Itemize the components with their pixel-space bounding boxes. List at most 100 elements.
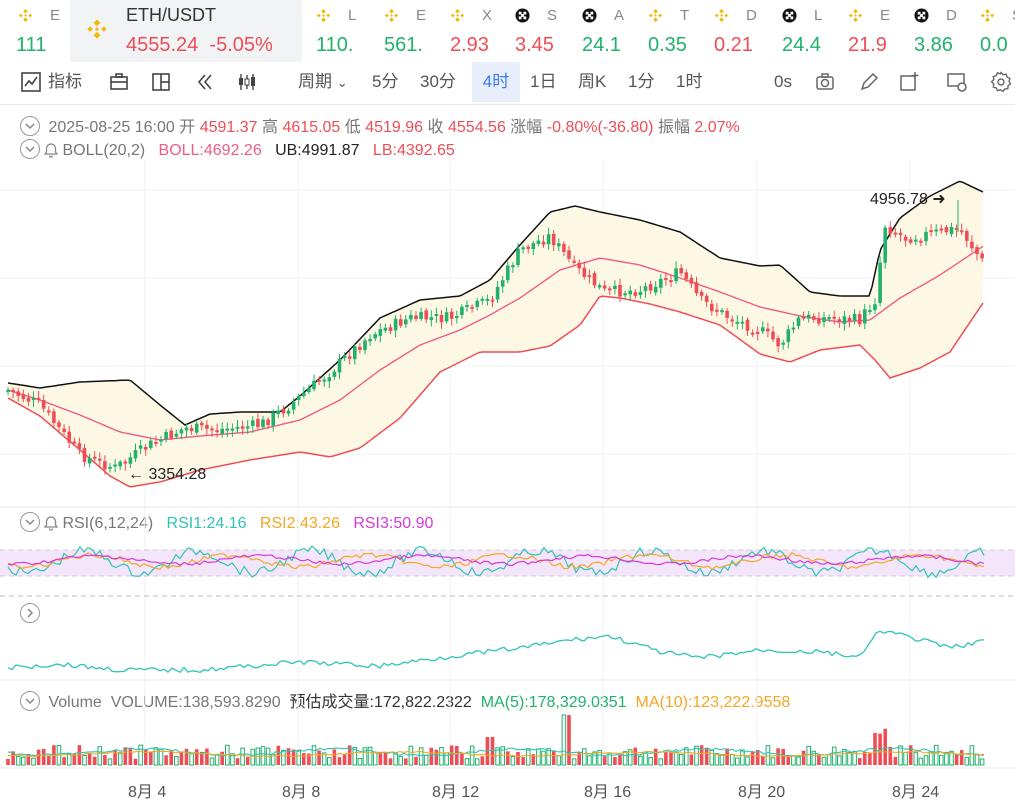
candle-up [455, 316, 459, 319]
coin-icon [980, 8, 995, 23]
collapse-chevron-icon[interactable] [20, 139, 40, 159]
candle-up [429, 317, 434, 321]
briefcase-icon[interactable] [108, 71, 130, 93]
candle-up [597, 285, 602, 288]
volume-bar-up [831, 746, 837, 766]
draw-pen-icon[interactable] [858, 71, 880, 93]
volume-bar-up [367, 746, 373, 766]
boll-ub-value: UB:4991.87 [275, 142, 360, 159]
candle-down [347, 356, 352, 359]
volume-bar-up [158, 748, 164, 766]
low-value: 4519.96 [365, 119, 424, 136]
volume-bar-down [429, 747, 434, 765]
candle-type-icon[interactable] [236, 71, 258, 93]
volume-bar-up [214, 754, 220, 766]
volume-bar-up [944, 751, 949, 766]
replay-icon[interactable] [194, 71, 216, 93]
camera-icon[interactable] [814, 71, 836, 93]
settings-gear-icon[interactable] [990, 71, 1012, 93]
boll-legend: BOLL(20,2) BOLL:4692.26 UB:4991.87 LB:43… [20, 139, 455, 160]
candle-up [781, 342, 785, 345]
coin-icon [18, 8, 33, 23]
candle-up [353, 346, 357, 360]
candle-up [674, 268, 678, 282]
candle-down [715, 309, 719, 312]
volume-bar-up [969, 745, 975, 766]
interval-5m[interactable]: 5分 [372, 72, 399, 91]
ticker-price: 0.35 [648, 34, 687, 56]
volume-bar-down [388, 758, 393, 765]
ticker-name: E [50, 7, 61, 24]
interval-1d[interactable]: 1日 [530, 72, 557, 91]
layout-icon[interactable] [150, 71, 172, 93]
collapse-chevron-icon[interactable] [20, 116, 40, 136]
volume-bar-down [77, 745, 82, 765]
amplitude-value: 2.07% [694, 119, 740, 136]
candle-down [980, 253, 984, 259]
ticker-name: T [680, 7, 690, 24]
interval-1w[interactable]: 周K [578, 72, 607, 91]
volume-bar-up [811, 750, 817, 766]
candle-up [342, 355, 347, 359]
coin-icon [848, 8, 863, 23]
candle-down [47, 410, 51, 413]
ticker-item[interactable]: S 0.0 [980, 0, 1015, 62]
candle-up [521, 247, 525, 250]
bell-icon[interactable] [43, 515, 59, 531]
candle-down [572, 260, 576, 263]
indicators-button[interactable]: 指标 [48, 72, 82, 91]
candle-up [934, 229, 938, 232]
volume-bar-down [36, 749, 41, 765]
arrow-left-icon: ← [128, 466, 144, 483]
volume-bar-down [551, 750, 556, 765]
interval-30m[interactable]: 30分 [420, 72, 456, 91]
candle-up [164, 431, 168, 440]
volume-bar-up [398, 756, 403, 766]
interval-1h[interactable]: 1时 [676, 72, 703, 91]
volume-bar-down [87, 753, 92, 765]
screen-settings-icon[interactable] [946, 71, 968, 93]
volume-bar-down [169, 750, 173, 765]
volume-bar-up [821, 756, 827, 766]
volume-bar-up [408, 745, 414, 766]
interval-4h[interactable]: 4时 [472, 62, 520, 102]
candle-down [414, 315, 418, 320]
candle-up [220, 428, 224, 434]
add-window-icon[interactable] [898, 71, 920, 93]
candle-up [194, 423, 199, 433]
volume-bar-up [357, 757, 363, 766]
candle-up [806, 314, 811, 319]
volume-bar-down [6, 758, 10, 765]
candle-down [633, 292, 638, 296]
change-value: -0.80%(-36.80) [546, 119, 654, 136]
volume-bar-up [15, 756, 21, 766]
candle-up [628, 290, 632, 295]
candle-up [546, 234, 551, 245]
candle-down [837, 319, 842, 323]
candle-up [118, 461, 122, 467]
volume-bar-down [613, 757, 617, 765]
candle-up [373, 334, 377, 339]
volume-bar-up [791, 755, 796, 766]
volume-bar-up [270, 753, 276, 766]
x-tick-label: 8月 24 [892, 784, 940, 801]
period-dropdown[interactable]: 周期 ⌄ [298, 72, 348, 91]
candle-up [842, 316, 847, 324]
expand-chevron-icon[interactable] [20, 603, 40, 623]
expand-pane[interactable] [20, 603, 44, 624]
bell-icon[interactable] [43, 142, 59, 158]
candle-up [531, 243, 536, 250]
volume-bar-up [898, 745, 903, 766]
candle-up [174, 433, 179, 437]
boll-band-fill [8, 181, 983, 487]
open-label: 开 [179, 119, 196, 136]
volume-bar-down [888, 746, 893, 765]
active-ticker[interactable]: ETH/USDT 4555.24 -5.05% [70, 0, 302, 62]
collapse-chevron-icon[interactable] [20, 691, 40, 711]
interval-1m[interactable]: 1分 [628, 72, 655, 91]
volume-bar-up [174, 755, 179, 766]
candle-down [587, 275, 592, 278]
collapse-chevron-icon[interactable] [20, 512, 40, 532]
candle-down [358, 346, 362, 350]
candle-down [41, 399, 46, 409]
